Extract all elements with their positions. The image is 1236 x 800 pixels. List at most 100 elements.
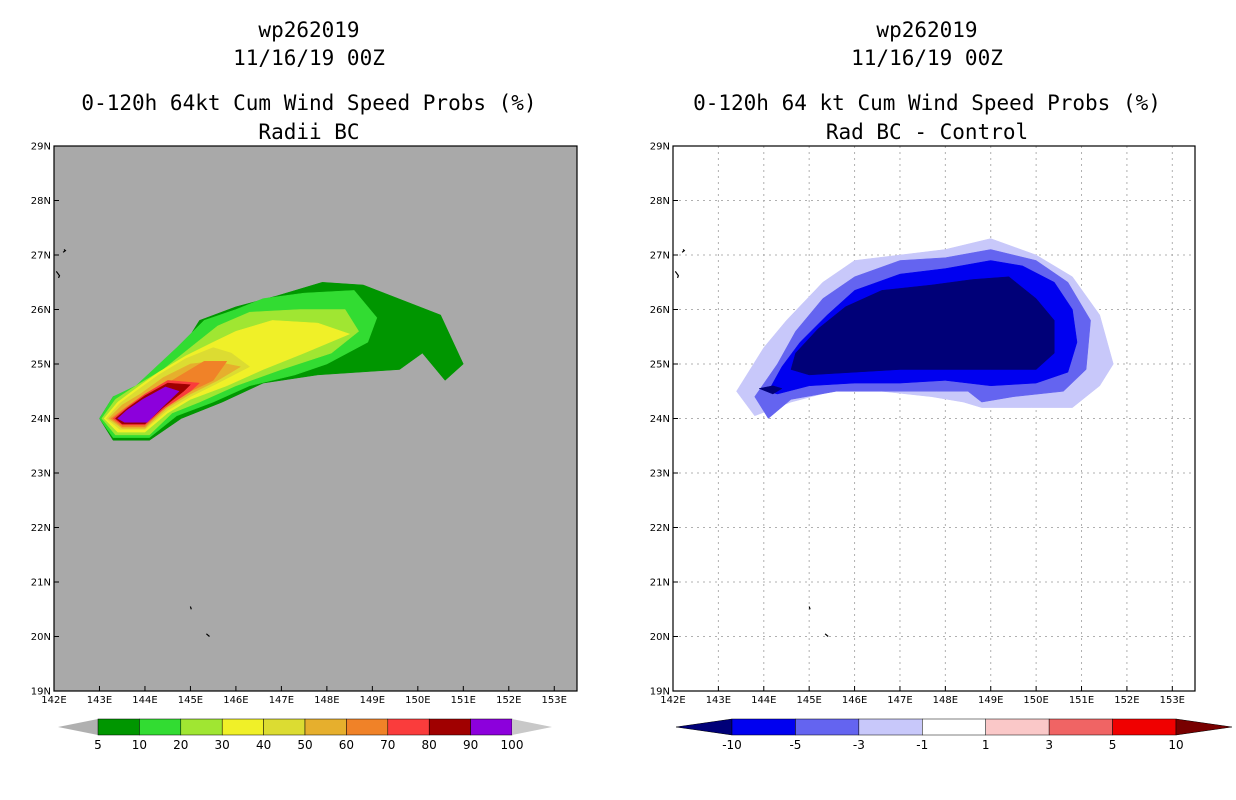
colorbar-segment: [97, 718, 140, 736]
x-tick-label: 150E: [405, 695, 430, 706]
left-panel: wp262019 11/16/19 00Z 0-120h 64kt Cum Wi…: [31, 18, 578, 752]
y-tick-label: 20N: [31, 632, 51, 643]
colorbar-label: 90: [463, 738, 478, 752]
x-tick-label: 144E: [132, 695, 157, 706]
island-coastline: [824, 633, 829, 637]
plot-background: [673, 146, 1195, 691]
y-tick-label: 22N: [31, 523, 51, 534]
colorbar-label: 5: [1109, 738, 1117, 752]
colorbar-segment: [858, 718, 923, 736]
colorbar-label: 1: [982, 738, 990, 752]
x-tick-label: 146E: [223, 695, 248, 706]
x-tick-label: 153E: [542, 695, 567, 706]
colorbar-segment: [922, 718, 986, 736]
colorbar-label: 20: [173, 738, 188, 752]
x-tick-label: 151E: [1069, 695, 1094, 706]
storm-id-title: wp262019: [258, 18, 360, 42]
x-tick-label: 142E: [41, 695, 66, 706]
contour-fill-neg10: [790, 276, 1055, 376]
subtitle: Rad BC - Control: [825, 120, 1029, 144]
product-title: 0-120h 64 kt Cum Wind Speed Probs (%): [693, 91, 1161, 115]
colorbar-extend-high: [1175, 718, 1233, 736]
y-tick-label: 28N: [650, 196, 670, 207]
x-tick-label: 146E: [842, 695, 867, 706]
y-tick-label: 28N: [31, 196, 51, 207]
colorbar-label: 80: [422, 738, 437, 752]
island-coastline: [55, 271, 61, 279]
y-tick-label: 25N: [31, 360, 51, 371]
colorbar-label: 100: [501, 738, 524, 752]
x-tick-label: 149E: [360, 695, 385, 706]
colorbar-segment: [221, 718, 264, 736]
colorbar-label: 30: [215, 738, 230, 752]
x-tick-label: 152E: [1114, 695, 1139, 706]
colorbar-segment: [263, 718, 306, 736]
colorbar-segment: [731, 718, 796, 736]
colorbar-label: 60: [339, 738, 354, 752]
y-tick-label: 19N: [31, 687, 51, 698]
x-tick-label: 147E: [269, 695, 294, 706]
x-tick-label: 147E: [887, 695, 912, 706]
colorbar-label: -10: [722, 738, 742, 752]
y-tick-label: 21N: [650, 578, 670, 589]
colorbar-label: 70: [380, 738, 395, 752]
colorbar-segment: [387, 718, 430, 736]
x-tick-label: 143E: [87, 695, 112, 706]
date-title: 11/16/19 00Z: [233, 46, 385, 70]
colorbar-label: 50: [297, 738, 312, 752]
product-title: 0-120h 64kt Cum Wind Speed Probs (%): [81, 91, 537, 115]
colorbar-segment: [428, 718, 471, 736]
left-chart: 142E 143E 144E 145E 146E 147E 148E 149E 150E 151E…: [31, 142, 578, 752]
y-tick-label: 26N: [650, 305, 670, 316]
x-tick-label: 149E: [978, 695, 1003, 706]
colorbar-label: -3: [853, 738, 865, 752]
colorbar-label: -1: [916, 738, 928, 752]
colorbar-segment: [1048, 718, 1113, 736]
x-tick-label: 150E: [1023, 695, 1048, 706]
x-tick-label: 145E: [796, 695, 821, 706]
island-coastline: [674, 271, 680, 279]
y-tick-label: 29N: [650, 142, 670, 153]
colorbar-label: 5: [94, 738, 102, 752]
colorbar-extend-low: [675, 718, 733, 736]
x-tick-label: 148E: [314, 695, 339, 706]
colorbar-extend-low: [58, 719, 98, 735]
y-tick-label: 20N: [650, 632, 670, 643]
right-panel: wp262019 11/16/19 00Z 0-120h 64 kt Cum W…: [618, 0, 1236, 800]
y-tick-label: 23N: [31, 469, 51, 480]
colorbar-label: 10: [1168, 738, 1183, 752]
y-tick-label: 27N: [650, 251, 670, 262]
x-tick-label: 148E: [933, 695, 958, 706]
x-tick-label: 145E: [178, 695, 203, 706]
contour-fill-90: [117, 386, 180, 423]
y-tick-label: 26N: [31, 305, 51, 316]
y-tick-label: 29N: [31, 142, 51, 153]
y-tick-label: 25N: [650, 360, 670, 371]
island-coastline: [681, 249, 686, 253]
y-tick-label: 19N: [650, 687, 670, 698]
colorbar-segment: [304, 718, 347, 736]
x-tick-label: 143E: [706, 695, 731, 706]
colorbar-label: 10: [132, 738, 147, 752]
x-tick-label: 151E: [451, 695, 476, 706]
colorbar-extend-high: [512, 719, 552, 735]
colorbar-segment: [795, 718, 860, 736]
date-title: 11/16/19 00Z: [851, 46, 1003, 70]
colorbar-label: 40: [256, 738, 271, 752]
contour-fill-neg10: [758, 385, 783, 395]
y-tick-label: 23N: [650, 469, 670, 480]
island-coastline: [189, 606, 192, 610]
island-coastline: [808, 606, 811, 610]
colorbar-segment: [985, 718, 1050, 736]
y-tick-label: 24N: [650, 414, 670, 425]
y-tick-label: 24N: [31, 414, 51, 425]
colorbar-segment: [470, 718, 513, 736]
island-coastline: [62, 249, 67, 253]
colorbar-segment: [1112, 718, 1177, 736]
colorbar-label: -5: [789, 738, 801, 752]
subtitle: Radii BC: [258, 120, 360, 144]
storm-id-title: wp262019: [876, 18, 978, 42]
colorbar-segment: [139, 718, 182, 736]
colorbar-segment: [180, 718, 223, 736]
island-coastline: [206, 633, 210, 637]
